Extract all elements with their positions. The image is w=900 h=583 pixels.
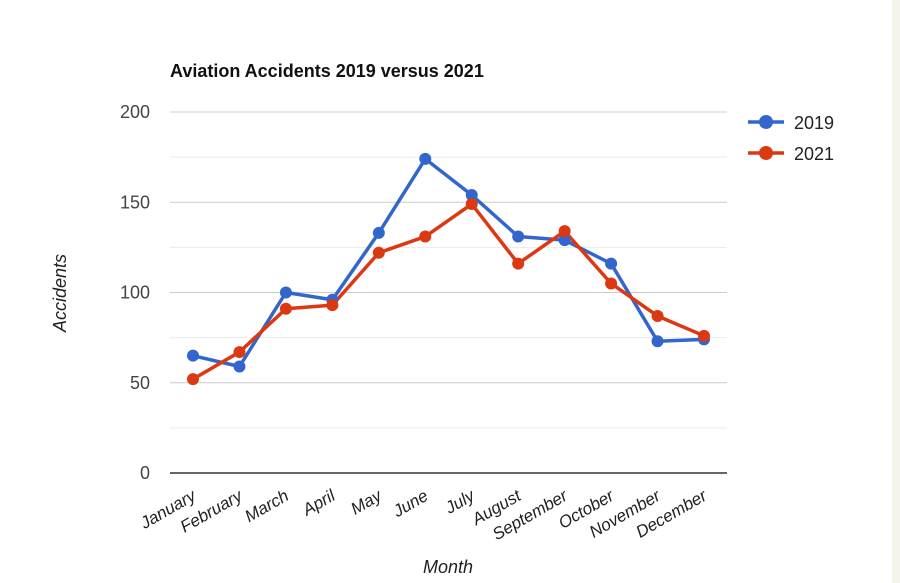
legend: 2019 2021 bbox=[748, 113, 834, 164]
data-point bbox=[187, 373, 199, 386]
data-point bbox=[279, 286, 292, 299]
data-point bbox=[605, 277, 618, 290]
legend-marker bbox=[759, 115, 773, 129]
data-point bbox=[326, 299, 339, 312]
data-point bbox=[187, 349, 199, 362]
chart-title: Aviation Accidents 2019 versus 2021 bbox=[170, 61, 484, 81]
y-tick-label: 150 bbox=[120, 192, 150, 212]
gridlines bbox=[170, 111, 727, 429]
x-tick-label: June bbox=[389, 486, 431, 521]
data-point bbox=[558, 225, 571, 238]
y-tick-labels: 0 50 100 150 200 bbox=[120, 102, 150, 483]
data-point bbox=[279, 302, 292, 315]
y-tick-label: 100 bbox=[120, 283, 150, 303]
data-point bbox=[512, 257, 525, 270]
series-line bbox=[191, 202, 706, 381]
data-point bbox=[558, 234, 571, 247]
x-tick-label: May bbox=[347, 485, 386, 518]
data-point bbox=[698, 329, 710, 342]
data-point bbox=[233, 360, 246, 373]
x-tick-label: March bbox=[242, 486, 292, 526]
data-point bbox=[512, 230, 525, 243]
x-tick-label: April bbox=[299, 485, 340, 520]
x-axis-label: Month bbox=[423, 557, 473, 577]
data-point bbox=[233, 346, 246, 359]
data-point bbox=[372, 246, 385, 259]
page-edge bbox=[892, 0, 900, 583]
y-tick-label: 50 bbox=[130, 373, 150, 393]
data-point bbox=[465, 198, 478, 211]
data-point bbox=[419, 152, 432, 165]
data-point bbox=[605, 257, 618, 270]
data-series bbox=[187, 152, 710, 386]
y-tick-label: 0 bbox=[140, 463, 150, 483]
data-point bbox=[651, 335, 664, 348]
data-point bbox=[465, 189, 478, 202]
data-point bbox=[419, 230, 432, 243]
legend-label: 2019 bbox=[794, 113, 834, 133]
series-line bbox=[191, 157, 706, 369]
y-axis-label: Accidents bbox=[50, 254, 70, 333]
legend-label: 2021 bbox=[794, 144, 834, 164]
data-point bbox=[372, 226, 385, 239]
legend-marker bbox=[759, 146, 773, 160]
data-point bbox=[651, 309, 664, 322]
y-tick-label: 200 bbox=[120, 102, 150, 122]
